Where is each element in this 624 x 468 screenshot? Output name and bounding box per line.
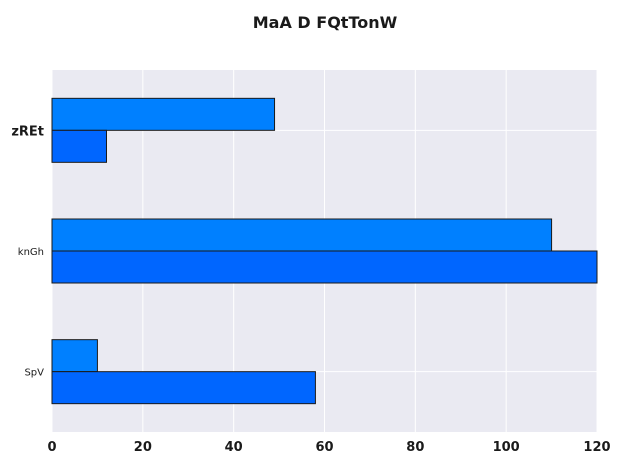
bar-zREt-series-2 [51,129,107,163]
bar-SpV-series-1 [51,339,98,373]
x-tick-label: 60 [315,440,333,455]
x-tick-label: 20 [134,440,152,455]
chart-title: MaA D FQtTonW [253,13,398,32]
y-tick-label: knGh [18,247,44,258]
y-tick-label: zREt [11,124,44,139]
bar-SpV-series-2 [51,371,316,405]
bar-knGh-series-2 [51,250,598,284]
x-tick-label: 100 [493,440,520,455]
x-tick-label: 0 [47,440,56,455]
bars [51,97,598,405]
x-axis-ticks: 0 20 40 60 80 100 120 [47,440,610,455]
y-axis-ticks: zREt knGh SpV [11,124,44,378]
x-tick-label: 80 [406,440,424,455]
x-tick-label: 40 [225,440,243,455]
bar-knGh-series-1 [51,218,553,252]
y-tick-label: SpV [24,368,44,379]
x-tick-label: 120 [583,440,610,455]
bar-zREt-series-1 [51,97,276,131]
